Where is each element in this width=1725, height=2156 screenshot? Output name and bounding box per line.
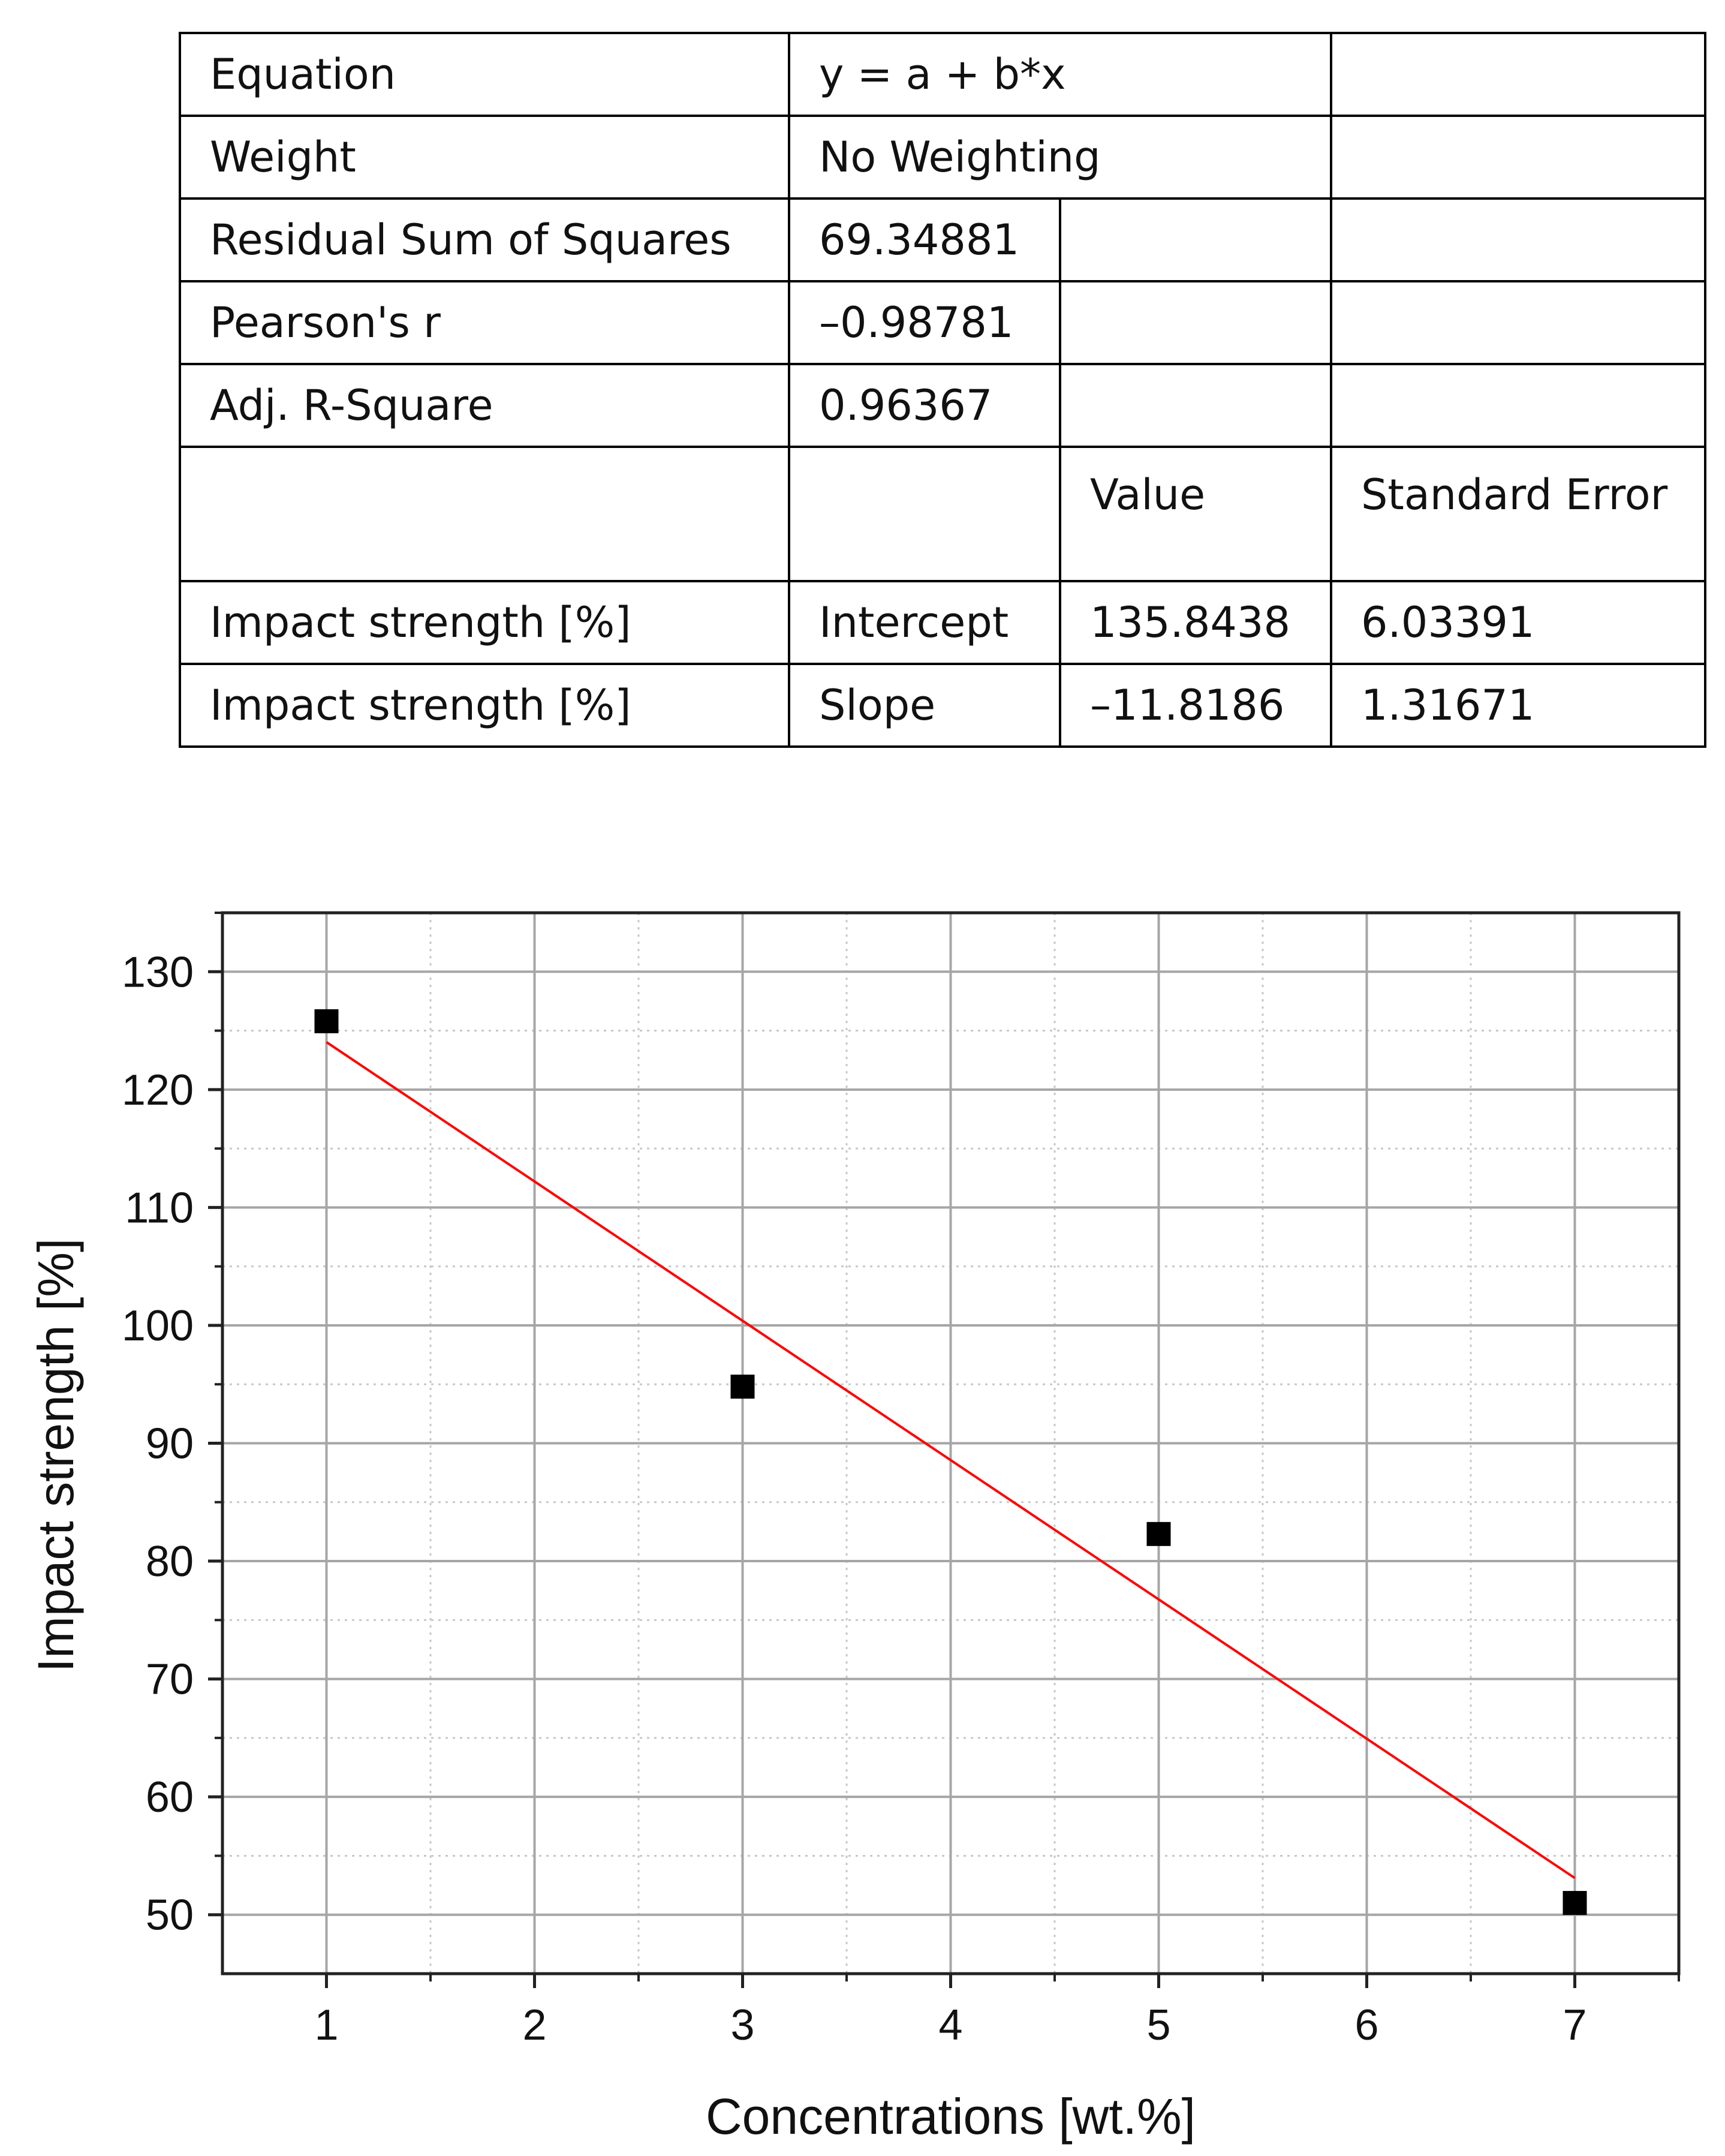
x-tick-label: 3 <box>730 2001 754 2049</box>
weight-label: Weight <box>179 115 790 200</box>
y-tick-label: 100 <box>122 1302 194 1350</box>
empty-cell <box>788 446 1061 582</box>
equation-value: y = a + b*x <box>788 32 1332 117</box>
x-axis-label: Concentrations [wt.%] <box>706 2088 1196 2145</box>
empty-cell <box>1059 197 1332 282</box>
row-stderr: 6.03391 <box>1330 580 1706 665</box>
value-header: Value <box>1059 446 1332 582</box>
equation-label: Equation <box>179 32 790 117</box>
x-tick-label: 5 <box>1146 2001 1170 2049</box>
y-tick-label: 60 <box>146 1773 194 1821</box>
empty-cell <box>1330 115 1706 200</box>
y-tick-label: 70 <box>146 1656 194 1704</box>
table-row: Equation y = a + b*x <box>179 32 1706 117</box>
fit-results-table: Equation y = a + b*x Weight No Weighting… <box>179 32 1706 748</box>
fit-line <box>326 1041 1576 1880</box>
stderr-header: Standard Error <box>1330 446 1706 582</box>
row-stderr: 1.31671 <box>1330 663 1706 748</box>
data-point <box>1146 1521 1171 1546</box>
y-axis-label: Impact strength [%] <box>28 1238 84 1673</box>
row-param: Intercept <box>788 580 1061 665</box>
empty-cell <box>1059 280 1332 365</box>
rss-label: Residual Sum of Squares <box>179 197 790 282</box>
pearson-value: –0.98781 <box>788 280 1061 365</box>
axis-ticks <box>208 912 1680 1988</box>
data-point <box>314 1009 339 1033</box>
y-tick-label: 50 <box>146 1892 194 1940</box>
grid <box>222 912 1680 1974</box>
y-tick-label: 80 <box>146 1538 194 1586</box>
row-dependent: Impact strength [%] <box>179 663 790 748</box>
x-tick-label: 6 <box>1354 2001 1378 2049</box>
empty-cell <box>1330 197 1706 282</box>
table-header-row: Value Standard Error <box>179 446 1706 582</box>
adjr2-value: 0.96367 <box>788 363 1061 448</box>
table-row: Adj. R-Square 0.96367 <box>179 363 1706 448</box>
x-tick-label: 7 <box>1563 2001 1586 2049</box>
x-tick-label: 4 <box>938 2001 962 2049</box>
empty-cell <box>1330 280 1706 365</box>
empty-cell <box>1059 363 1332 448</box>
empty-cell <box>179 446 790 582</box>
weight-value: No Weighting <box>788 115 1332 200</box>
table-row: Residual Sum of Squares 69.34881 <box>179 197 1706 282</box>
adjr2-label: Adj. R-Square <box>179 363 790 448</box>
table-row: Weight No Weighting <box>179 115 1706 200</box>
row-value: –11.8186 <box>1059 663 1332 748</box>
pearson-label: Pearson's r <box>179 280 790 365</box>
x-tick-label: 1 <box>314 2001 338 2049</box>
row-value: 135.8438 <box>1059 580 1332 665</box>
x-tick-label: 2 <box>522 2001 546 2049</box>
rss-value: 69.34881 <box>788 197 1061 282</box>
y-tick-label: 120 <box>122 1066 194 1114</box>
data-point <box>1563 1891 1587 1916</box>
table-row: Impact strength [%] Intercept 135.8438 6… <box>179 580 1706 665</box>
tick-labels: 1 2 3 4 5 6 7 50 60 70 80 90 100 110 120 130 <box>122 948 1587 2049</box>
row-param: Slope <box>788 663 1061 748</box>
data-points <box>314 1009 1587 1916</box>
empty-cell <box>1330 363 1706 448</box>
empty-cell <box>1330 32 1706 117</box>
table-row: Impact strength [%] Slope –11.8186 1.316… <box>179 663 1706 748</box>
impact-strength-chart: 1 2 3 4 5 6 7 50 60 70 80 90 100 110 120 130 Concentrat… <box>28 911 1681 2145</box>
y-tick-label: 90 <box>146 1420 194 1468</box>
y-tick-label: 110 <box>125 1184 194 1232</box>
row-dependent: Impact strength [%] <box>179 580 790 665</box>
y-tick-label: 130 <box>122 948 194 996</box>
data-point <box>730 1375 755 1399</box>
table-row: Pearson's r –0.98781 <box>179 280 1706 365</box>
